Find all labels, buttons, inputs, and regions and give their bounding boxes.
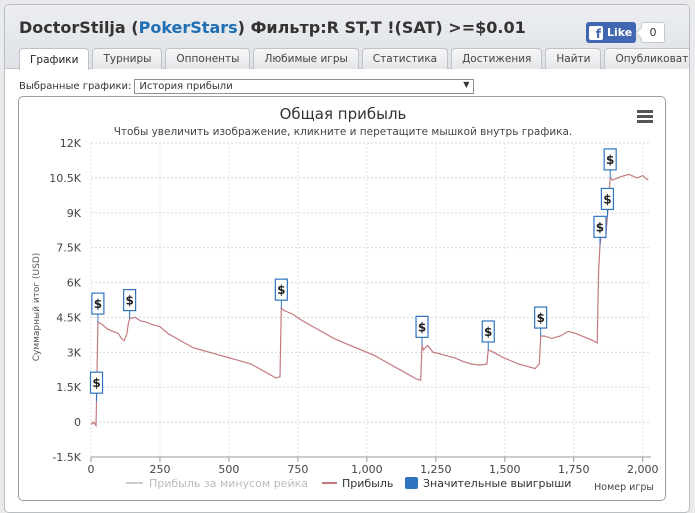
marker-flag [89, 371, 104, 394]
filter-text: Фильтр:R ST,T !(SAT) >=$0.01 [250, 18, 526, 37]
chart-select-dropdown[interactable]: История прибыли ▼ [134, 79, 475, 94]
x-tick-label: 1,000 [351, 463, 383, 476]
facebook-like-button[interactable]: f Like [586, 22, 636, 43]
x-tick-label: 1,250 [420, 463, 452, 476]
marker-flag [593, 215, 607, 238]
x-tick-label: 1,500 [489, 463, 521, 476]
marker-symbol: $ [94, 297, 102, 311]
marker-symbol: $ [92, 376, 100, 390]
legend-label-profit: Прибыль [342, 477, 393, 490]
y-tick-label: 0 [74, 416, 81, 429]
tab-charts[interactable]: Графики [19, 48, 90, 70]
big-win-marker[interactable]: $ [274, 278, 288, 309]
marker-flag [415, 315, 429, 338]
big-win-marker[interactable]: $ [600, 187, 615, 218]
tab-find[interactable]: Найти [545, 48, 602, 69]
big-win-marker[interactable]: $ [91, 292, 105, 323]
y-tick-label: 1.5K [56, 381, 81, 394]
marker-flag [123, 289, 137, 312]
big-win-marker[interactable]: $ [593, 215, 607, 246]
tab-bar: Графики Турниры Оппоненты Любимые игры С… [19, 48, 689, 70]
profit-series-line[interactable] [90, 173, 649, 428]
legend-label-big-wins: Значительные выигрыши [423, 477, 571, 490]
tab-favorite-games[interactable]: Любимые игры [253, 48, 359, 69]
big-win-marker[interactable]: $ [534, 306, 548, 337]
marker-symbol: $ [484, 325, 492, 339]
marker-flag [603, 148, 617, 171]
marker-symbol: $ [536, 311, 544, 325]
marker-flag [481, 320, 495, 343]
tab-publish[interactable]: Опубликовать [604, 48, 689, 69]
marker-symbol: $ [606, 153, 614, 167]
marker-symbol: $ [418, 320, 426, 334]
legend-item-profit[interactable]: Прибыль [322, 477, 393, 490]
x-tick-label: 250 [149, 463, 170, 476]
tab-achievements[interactable]: Достижения [451, 48, 543, 69]
hamburger-menu-icon [637, 110, 653, 123]
y-tick-label: 9K [67, 207, 82, 220]
chart-select-value: История прибыли [139, 81, 233, 92]
legend-swatch-big-wins [405, 477, 418, 489]
legend-label-net-profit: Прибыль за минусом рейка [149, 477, 308, 490]
marker-flag [600, 187, 615, 211]
marker-flag [534, 306, 548, 329]
legend-item-net-profit[interactable]: Прибыль за минусом рейка [126, 477, 308, 490]
chart-subtitle: Чтобы увеличить изображение, кликните и … [114, 126, 573, 138]
big-win-marker[interactable]: $ [89, 371, 104, 402]
site-link[interactable]: PokerStars [138, 18, 238, 37]
y-tick-label: -1.5K [52, 451, 81, 464]
x-tick-label: 2,000 [627, 463, 659, 476]
facebook-like-label: Like [607, 26, 633, 39]
marker-flag [274, 278, 288, 301]
profit-chart[interactable]: -1.5K 0 1.5K 3K 4.5K 6K 7.5K 9K 10.5K 12K 0 250 500 7… [19, 97, 667, 502]
facebook-like-count: 0 [641, 22, 665, 43]
x-tick-label: 1,750 [558, 463, 590, 476]
y-tick-label: 6K [67, 277, 82, 290]
marker-symbol: $ [125, 294, 133, 308]
marker-flag [91, 292, 105, 315]
page-title: DoctorStilja (PokerStars) Фильтр:R ST,T … [19, 18, 526, 37]
x-tick-label: 750 [287, 463, 308, 476]
dropdown-arrow-icon: ▼ [463, 80, 470, 89]
chart-title: Общая прибыль [280, 105, 407, 123]
chart-legend: Прибыль за минусом рейка Прибыль Значите… [126, 477, 571, 490]
player-name: DoctorStilja [19, 18, 126, 37]
marker-symbol: $ [603, 192, 611, 206]
x-axis-label: Номер игры [594, 482, 654, 493]
x-tick-label: 0 [88, 463, 95, 476]
big-win-marker[interactable]: $ [481, 320, 495, 351]
y-tick-label: 10.5K [49, 172, 81, 185]
x-tick-label: 500 [218, 463, 239, 476]
tab-tournaments[interactable]: Турниры [92, 48, 163, 69]
y-tick-label: 3K [67, 346, 82, 359]
big-win-marker[interactable]: $ [603, 148, 617, 178]
header: DoctorStilja (PokerStars) Фильтр:R ST,T … [5, 5, 689, 70]
y-tick-label: 4.5K [56, 311, 81, 324]
marker-symbol: $ [277, 283, 285, 297]
marker-symbol: $ [596, 220, 604, 234]
chart-selector-label: Выбранные графики: [19, 81, 132, 92]
chart-container[interactable]: -1.5K 0 1.5K 3K 4.5K 6K 7.5K 9K 10.5K 12K 0 250 500 7… [18, 96, 666, 501]
facebook-icon: f [589, 25, 603, 40]
y-tick-label: 7.5K [56, 242, 81, 255]
big-win-marker[interactable]: $ [415, 315, 429, 346]
big-win-marker[interactable]: $ [123, 289, 137, 319]
tab-statistics[interactable]: Статистика [361, 48, 449, 69]
legend-item-big-wins[interactable]: Значительные выигрыши [405, 477, 571, 490]
y-tick-label: 12K [60, 137, 82, 150]
chart-selector-row: Выбранные графики: История прибыли ▼ [19, 79, 475, 94]
tab-opponents[interactable]: Оппоненты [165, 48, 251, 69]
app-window: DoctorStilja (PokerStars) Фильтр:R ST,T … [4, 4, 690, 513]
y-axis-label: Суммарный итог (USD) [32, 253, 42, 362]
chart-menu-button[interactable] [635, 107, 655, 125]
